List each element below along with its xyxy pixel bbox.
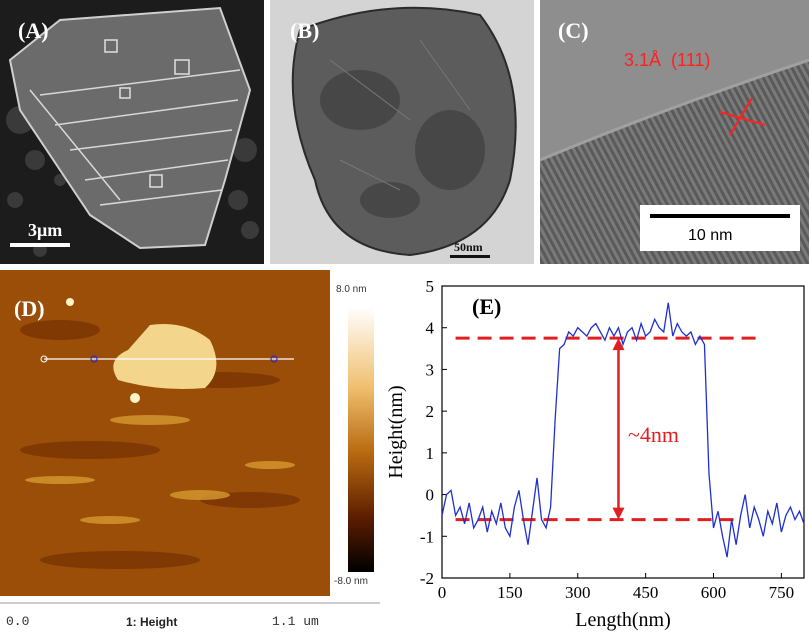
height-profile-svg: 0 150 300 450 600 750 -2 -1 0 1 2 3 4 5 Length(nm) Heig… bbox=[385, 277, 805, 631]
plot-frame bbox=[441, 285, 805, 579]
panel-label-c: (C) bbox=[558, 18, 589, 43]
afm-image bbox=[0, 270, 380, 604]
lattice-spacing-label: 3.1Å (111) bbox=[624, 50, 711, 70]
y-tick-label: -1 bbox=[420, 527, 434, 546]
height-profile-chart: 0 150 300 450 600 750 -2 -1 0 1 2 3 4 5 Length(nm) Heig… bbox=[380, 270, 809, 639]
sem-image-panel: (A) 3μm bbox=[0, 0, 264, 264]
hrtem-image bbox=[540, 0, 809, 264]
x-tick-label: 150 bbox=[497, 583, 523, 602]
scalebar-label-b: 50nm bbox=[454, 240, 483, 254]
tem-image bbox=[270, 0, 534, 264]
afm-image-panel: (D) 8.0 nm -8.0 nm 0.0 1: Height 1.1 um bbox=[0, 270, 380, 639]
y-axis-label: Height(nm) bbox=[385, 385, 407, 478]
y-tick-label: 1 bbox=[426, 444, 435, 463]
scalebar-label-c: 10 nm bbox=[688, 227, 733, 244]
thickness-arrow-head-top bbox=[612, 338, 625, 351]
thickness-annotation: ~4nm bbox=[628, 422, 680, 447]
height-profile-line bbox=[441, 302, 805, 558]
x-tick-label: 0 bbox=[438, 583, 447, 602]
panel-label-a: (A) bbox=[18, 18, 49, 43]
x-tick-label: 600 bbox=[701, 583, 727, 602]
afm-axis-start: 0.0 bbox=[6, 614, 30, 629]
colorbar-min-label: -8.0 nm bbox=[334, 576, 368, 587]
afm-axis-title: 1: Height bbox=[126, 615, 178, 629]
panel-label-d: (D) bbox=[14, 296, 45, 321]
y-tick-label: 0 bbox=[426, 486, 435, 505]
panel-label-b: (B) bbox=[290, 18, 320, 43]
sem-image bbox=[0, 0, 264, 264]
x-axis-label: Length(nm) bbox=[575, 609, 671, 631]
panel-label-e: (E) bbox=[472, 294, 502, 319]
y-tick-label: 5 bbox=[426, 277, 435, 296]
x-tick-label: 750 bbox=[769, 583, 795, 602]
x-tick-label: 450 bbox=[633, 583, 659, 602]
afm-axis-end: 1.1 um bbox=[272, 614, 319, 629]
y-tick-label: 3 bbox=[426, 360, 435, 379]
colorbar-max-label: 8.0 nm bbox=[336, 284, 367, 295]
y-tick-label: -2 bbox=[420, 569, 434, 588]
thickness-arrow-head-bottom bbox=[612, 507, 625, 520]
scalebar-label-a: 3μm bbox=[28, 220, 63, 240]
x-tick-label: 300 bbox=[565, 583, 591, 602]
tem-image-panel: (B) 50nm bbox=[270, 0, 534, 264]
y-tick-label: 4 bbox=[426, 319, 435, 338]
y-tick-label: 2 bbox=[426, 402, 435, 421]
hrtem-image-panel: (C) 3.1Å (111) 10 nm bbox=[540, 0, 809, 264]
